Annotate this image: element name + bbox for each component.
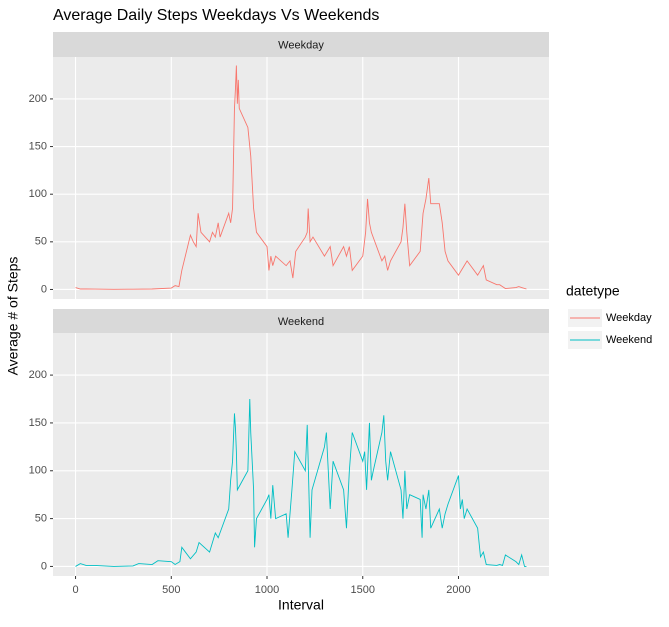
data-line	[75, 65, 527, 290]
y-tick-label: 50	[35, 236, 47, 248]
strip-label: Weekend	[278, 316, 324, 328]
y-tick-label: 0	[41, 283, 47, 295]
y-tick-label: 150	[29, 417, 47, 429]
y-tick-label: 150	[29, 140, 47, 152]
x-tick-label: 2000	[446, 584, 470, 596]
legend-label: Weekday	[606, 312, 652, 324]
y-tick-label: 0	[41, 560, 47, 572]
strip-label: Weekday	[278, 39, 324, 51]
legend-title: datetype	[566, 283, 620, 299]
strip	[53, 32, 549, 57]
panel	[53, 333, 549, 576]
chart-title: Average Daily Steps Weekdays Vs Weekends	[53, 7, 379, 24]
legend-label: Weekend	[606, 334, 652, 346]
y-tick-label: 200	[29, 369, 47, 381]
y-axis-label: Average # of Steps	[5, 257, 21, 376]
x-tick-label: 1000	[255, 584, 279, 596]
x-tick-label: 1500	[351, 584, 375, 596]
x-axis-label: Interval	[278, 597, 324, 613]
x-tick-label: 500	[162, 584, 180, 596]
y-tick-label: 100	[29, 465, 47, 477]
strip	[53, 309, 549, 333]
y-tick-label: 200	[29, 93, 47, 105]
panel	[53, 57, 549, 299]
y-tick-label: 50	[35, 513, 47, 525]
x-tick-label: 0	[72, 584, 78, 596]
data-line	[75, 398, 527, 567]
y-tick-label: 100	[29, 188, 47, 200]
